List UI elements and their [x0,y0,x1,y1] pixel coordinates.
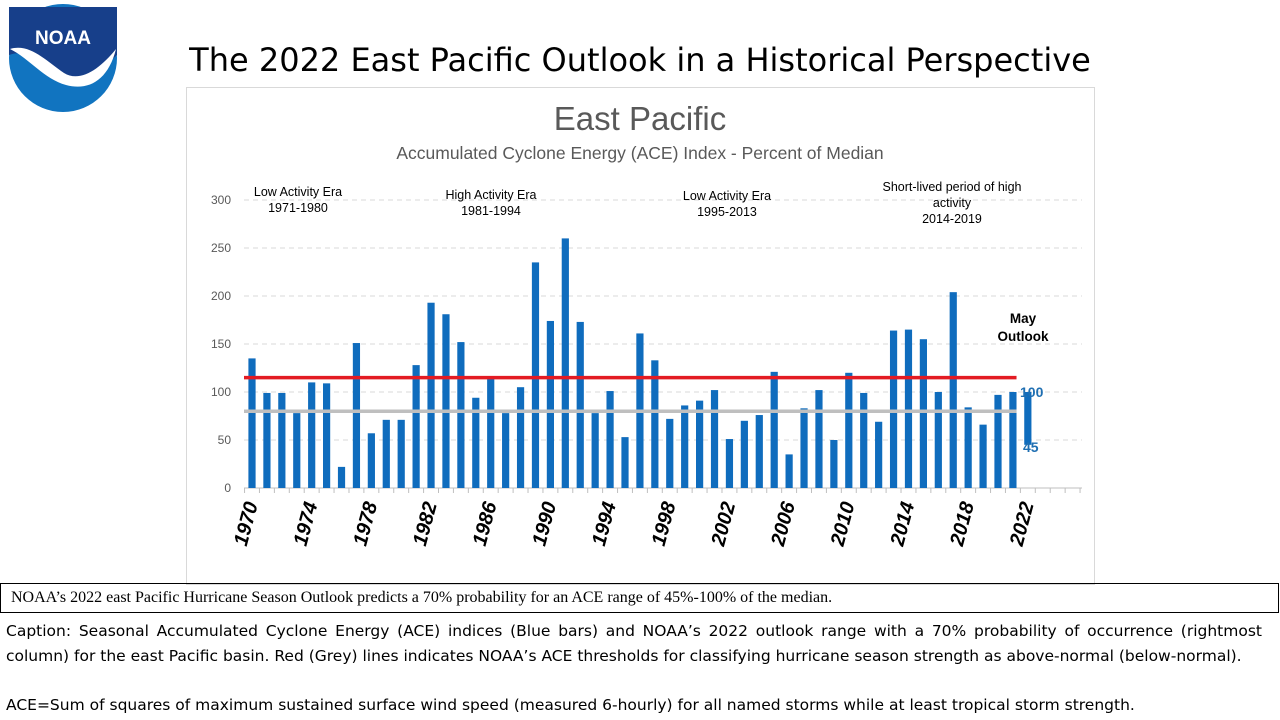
outlook-summary: NOAA’s 2022 east Pacific Hurricane Seaso… [0,583,1279,613]
bar-2015 [919,339,927,488]
bar-1973 [293,413,301,488]
y-tick-label: 0 [224,481,231,495]
era-label: Short-lived period of high activity 2014-2… [883,180,1022,226]
x-tick-label: 1982 [409,500,442,549]
x-tick-label: 1994 [588,500,621,549]
bar-1993 [591,413,599,488]
bar-1979 [382,419,390,488]
bar-1981 [412,365,420,488]
bar-2005 [770,371,778,488]
y-tick-label: 200 [211,289,231,303]
bar-2002 [725,439,734,488]
x-tick-label: 1974 [290,500,323,549]
x-tick-label: 1978 [349,499,382,549]
bar-2010 [845,372,853,488]
era-label: Low Activity Era 1971-1980 [254,185,342,215]
bar-2020 [994,394,1002,488]
bar-1983 [442,314,450,488]
bar-1994 [606,391,614,488]
bar-1976 [337,466,346,488]
bar-2012 [875,421,883,488]
era-label: High Activity Era 1981-1994 [445,188,536,218]
x-tick-label: 2018 [946,499,979,549]
bar-2003 [740,420,748,488]
x-tick-label: 1986 [469,499,502,549]
bar-1991 [561,238,569,488]
x-tick-label: 1990 [528,500,561,549]
bar-2018 [964,407,972,488]
chart-title: East Pacific [554,100,726,137]
bar-1985 [472,397,480,488]
outlook-bar [1024,392,1032,445]
bar-2019 [979,424,987,488]
x-tick-label: 2022 [1006,500,1039,550]
bar-1984 [457,342,465,488]
bar-1986 [487,378,495,488]
bar-2009 [830,440,838,488]
figure-caption: Caption: Seasonal Accumulated Cyclone En… [6,622,1262,665]
outlook-low-label: 45 [1023,439,1039,455]
bar-2016 [934,392,942,488]
bar-1980 [397,419,405,488]
x-tick-label: 1970 [230,500,263,549]
outlook-high-label: 100 [1020,384,1044,400]
bar-1995 [621,437,629,488]
y-tick-label: 300 [211,193,231,207]
bar-1997 [651,360,659,488]
y-tick-label: 50 [218,433,232,447]
bar-1975 [323,383,331,488]
bar-1974 [308,382,316,488]
bar-2011 [860,392,868,488]
bar-2001 [710,390,719,488]
bar-1972 [278,392,286,488]
ace-bar-chart: East Pacific Accumulated Cyclone Energy (… [211,100,1082,550]
page-title: The 2022 East Pacific Outlook in a Histo… [189,41,1091,79]
bar-1992 [576,321,584,488]
outlook-title: May Outlook [998,311,1049,344]
era-label: Low Activity Era 1995-2013 [683,189,771,219]
bar-2006 [785,454,793,488]
bar-1982 [427,302,435,488]
x-tick-label: 2014 [886,500,919,550]
x-tick-label: 1998 [648,499,681,549]
bar-2017 [949,292,957,488]
bar-2021 [1009,392,1017,488]
bar-1988 [516,387,525,488]
y-tick-label: 250 [211,241,231,255]
bar-2004 [755,415,763,488]
bar-2007 [800,408,808,488]
bar-2008 [815,390,823,488]
x-tick-label: 2002 [707,500,740,550]
chart-subtitle: Accumulated Cyclone Energy (ACE) Index -… [396,143,883,163]
x-tick-label: 2010 [827,500,860,550]
bar-1970 [248,358,256,488]
noaa-logo-text: NOAA [35,28,91,49]
bar-2013 [889,330,898,488]
bar-1971 [263,392,271,488]
bar-1998 [666,418,674,488]
bar-2000 [696,400,704,488]
noaa-logo: NOAA [9,4,117,112]
x-tick-label: 2006 [767,499,800,549]
bar-1999 [681,405,689,488]
bar-1990 [546,320,554,488]
y-tick-label: 150 [211,337,231,351]
ace-definition: ACE=Sum of squares of maximum sustained … [6,696,1135,714]
y-tick-label: 100 [211,385,231,399]
bar-1978 [367,433,375,488]
bar-2014 [904,329,913,488]
bar-1987 [502,413,510,488]
bar-1989 [531,262,540,488]
bar-1977 [352,343,361,488]
chart-panel: East Pacific Accumulated Cyclone Energy (… [186,87,1095,585]
